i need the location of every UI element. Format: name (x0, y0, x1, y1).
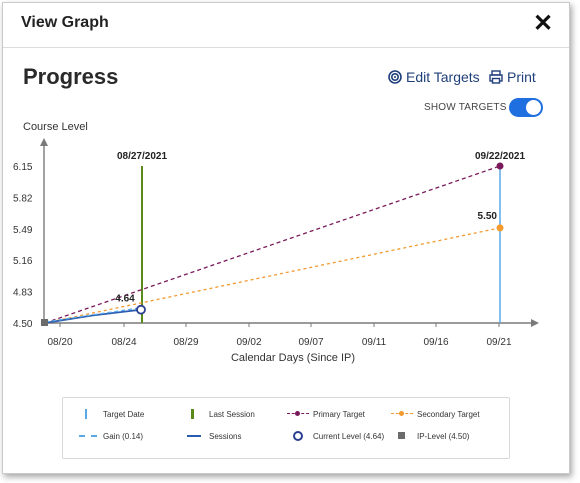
ip-level-square-icon (391, 431, 413, 441)
legend-item-primary-target: Primary Target (287, 409, 365, 419)
legend-item-secondary-target: Secondary Target (391, 409, 480, 419)
dialog-title: View Graph (21, 14, 109, 31)
current-level-marker (136, 304, 146, 315)
legend-item-current-level: Current Level (4.64) (287, 431, 384, 441)
progress-chart: Course Level 6.15 5.82 5.49 5.16 4.83 4.50 08/2… (13, 121, 539, 364)
legend-label: Target Date (103, 409, 145, 419)
x-tick-label: 08/29 (173, 337, 198, 348)
y-tick-label: 5.16 (13, 256, 33, 267)
secondary-target-point (496, 224, 504, 232)
x-tick-label: 09/02 (236, 337, 261, 348)
secondary-target-dot-icon (391, 409, 413, 419)
legend-label: Last Session (209, 409, 255, 419)
page-title: Progress (23, 64, 119, 89)
target-date-label: 09/22/2021 (475, 151, 525, 162)
y-tick-label: 4.50 (13, 319, 33, 330)
target-date-bar-icon (77, 409, 99, 419)
last-session-bar-icon (183, 409, 205, 419)
toggle-knob (526, 100, 541, 115)
current-level-label: 4.64 (115, 294, 135, 305)
sessions-line (44, 308, 142, 324)
legend-item-sessions: Sessions (183, 431, 241, 441)
show-targets-label: SHOW TARGETS (424, 102, 507, 113)
x-tick-label: 09/21 (486, 337, 511, 348)
y-tick-label: 5.82 (13, 193, 33, 204)
y-tick-label: 5.49 (13, 225, 33, 236)
x-tick-label: 09/11 (362, 337, 387, 348)
gain-dash-icon (77, 431, 99, 441)
y-axis-label: Course Level (23, 121, 88, 133)
legend-item-gain: Gain (0.14) (77, 431, 143, 441)
primary-target-line (44, 165, 501, 324)
legend-label: Primary Target (313, 409, 365, 419)
ip-level-marker (41, 319, 48, 326)
print-icon (489, 70, 503, 84)
legend-item-ip-level: IP-Level (4.50) (391, 431, 469, 441)
legend-item-last-session: Last Session (183, 409, 255, 419)
legend-label: Gain (0.14) (103, 431, 144, 441)
gain-line (44, 307, 142, 323)
target-icon (388, 70, 402, 84)
print-button[interactable]: Print (489, 69, 536, 85)
x-tick-label: 09/16 (423, 337, 448, 348)
x-axis-label: Calendar Days (Since IP) (231, 352, 355, 364)
print-label: Print (507, 69, 536, 85)
legend-label: Secondary Target (417, 409, 480, 419)
view-graph-dialog: View Graph ✕ Progress Edit Targets Print… (2, 2, 570, 474)
edit-targets-label: Edit Targets (406, 69, 480, 85)
current-level-circle-icon (287, 431, 309, 441)
x-axis-arrow (531, 319, 539, 327)
legend-label: IP-Level (4.50) (417, 431, 470, 441)
dialog-titlebar: View Graph ✕ (3, 3, 569, 48)
x-tick-label: 08/20 (47, 337, 72, 348)
y-tick-label: 6.15 (13, 162, 33, 173)
x-tick-label: 09/07 (298, 337, 323, 348)
x-tick-label: 08/24 (111, 337, 136, 348)
close-icon[interactable]: ✕ (532, 10, 554, 37)
secondary-target-line (44, 227, 501, 324)
legend-label: Current Level (4.64) (313, 431, 385, 441)
show-targets-toggle[interactable] (509, 98, 543, 117)
edit-targets-button[interactable]: Edit Targets (388, 69, 480, 85)
primary-target-point (496, 162, 504, 170)
secondary-target-label: 5.50 (478, 211, 498, 222)
sessions-line-icon (183, 431, 205, 441)
last-session-label: 08/27/2021 (117, 151, 167, 162)
legend-label: Sessions (209, 431, 242, 441)
y-tick-label: 4.83 (13, 288, 33, 299)
y-axis-arrow (40, 138, 48, 146)
chart-legend: Target Date Last Session Primary Target … (62, 397, 510, 459)
primary-target-dot-icon (287, 409, 309, 419)
legend-item-target-date: Target Date (77, 409, 144, 419)
